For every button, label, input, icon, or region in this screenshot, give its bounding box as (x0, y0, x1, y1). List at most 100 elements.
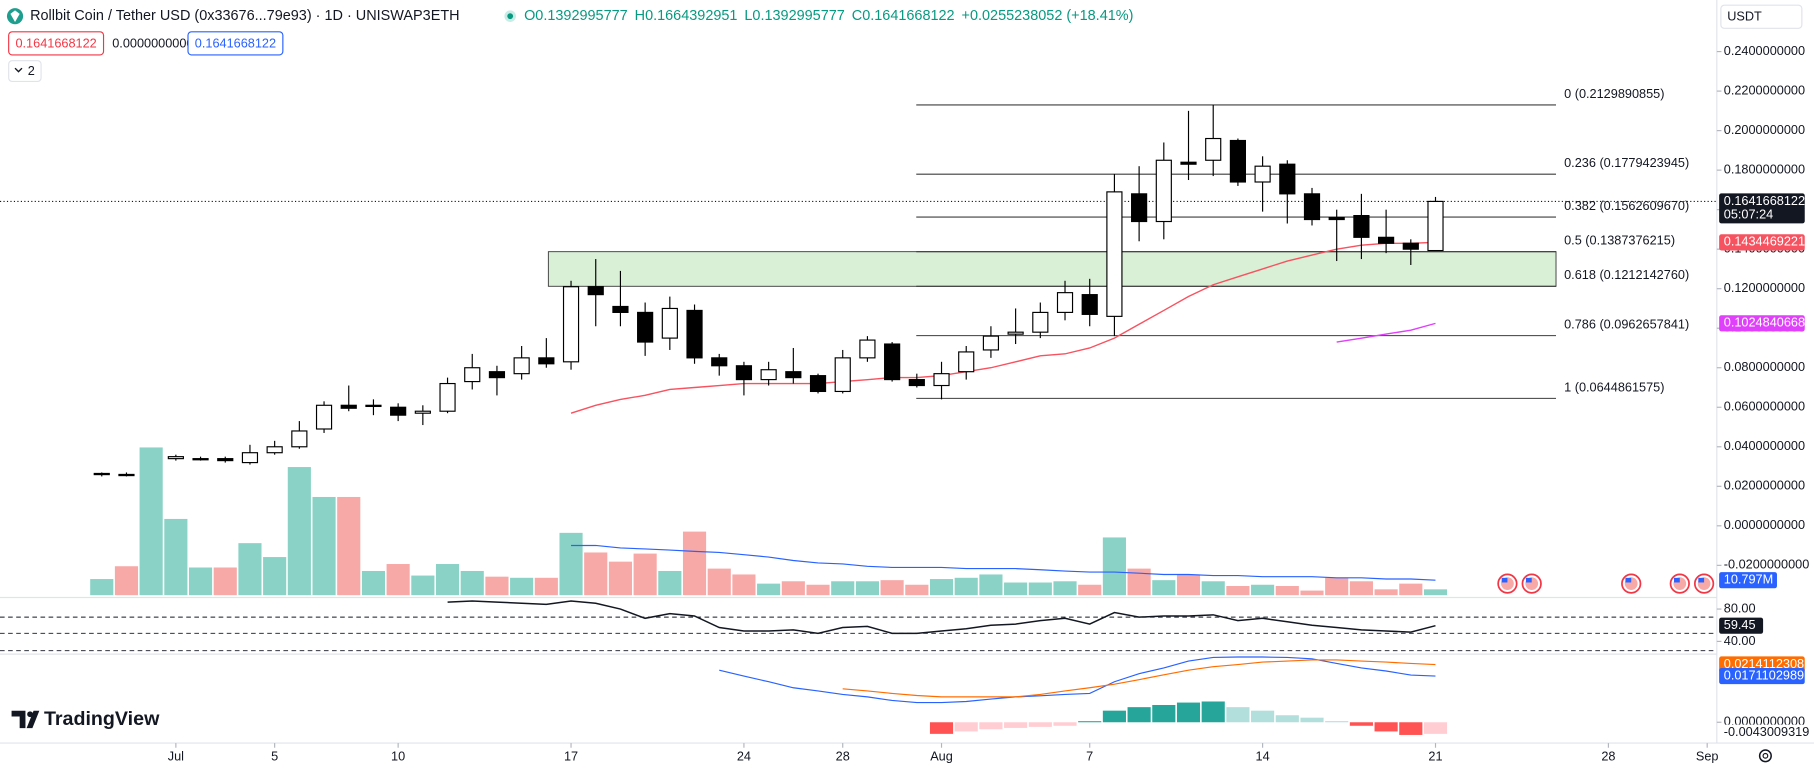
macd-tag-label: 0.0214112308 (1724, 656, 1804, 671)
brand-logo-dot (27, 711, 33, 718)
macd-histogram-bar (1251, 710, 1275, 723)
volume-bar (584, 552, 608, 596)
status-dot-core (507, 13, 514, 20)
ma-price-label: 0.1434469221 (1724, 234, 1805, 249)
y-tick-label: 0.1800000000 (1724, 161, 1805, 176)
macd-histogram-bar (1275, 715, 1299, 723)
y-tick-label: 0.0000000000 (1724, 517, 1805, 532)
ask-box[interactable] (187, 31, 284, 56)
volume-bar (707, 568, 731, 596)
currency-select[interactable] (1720, 4, 1803, 29)
macd-histogram-bar (1374, 722, 1398, 732)
candle-body (1279, 163, 1296, 195)
event-icon[interactable] (1521, 573, 1542, 594)
volume-bar (263, 557, 287, 596)
y-tick-label: 0.0200000000 (1724, 478, 1805, 493)
fib-label: 0.618 (0.1212142760) (1564, 267, 1689, 282)
ohlc-value: H0.1664392951 (635, 8, 738, 24)
symbol-logo-mark (10, 10, 20, 22)
candle-body (958, 351, 975, 373)
fib-zone (547, 251, 1557, 287)
volume-bar (510, 577, 534, 596)
event-icon[interactable] (1621, 573, 1642, 594)
event-icon[interactable] (1693, 573, 1715, 594)
fib-label: 1 (0.0644861575) (1564, 379, 1664, 394)
candle-body (192, 458, 209, 461)
candle-body (908, 379, 925, 387)
candle-body (1378, 236, 1395, 244)
macd-histogram-bar (1028, 722, 1052, 727)
candle-body (1131, 193, 1148, 223)
volume-bar (188, 567, 213, 596)
volume-bar (806, 584, 830, 596)
candle-body (1303, 193, 1321, 221)
volume-bar (1251, 584, 1275, 596)
volume-bar (164, 518, 188, 596)
volume-bar (90, 579, 114, 596)
ohlc-value: C0.1641668122 (852, 8, 955, 24)
candle-body (167, 456, 184, 460)
y-tick-label: 0.0800000000 (1724, 359, 1805, 374)
fib-label: 0.5 (0.1387376215) (1564, 233, 1675, 248)
volume-bar (139, 447, 163, 596)
volume-tag-label: 10.797M (1724, 572, 1773, 587)
candle-body (439, 382, 456, 412)
event-icon[interactable] (1497, 573, 1518, 594)
spread: 0.0000000000 (112, 35, 193, 50)
volume-bar (114, 566, 139, 596)
volume-bar (1325, 577, 1349, 596)
fib-label: 0.786 (0.0962657841) (1564, 317, 1689, 332)
candle-body (637, 311, 654, 343)
fib-label: 0.236 (0.1779423945) (1564, 155, 1689, 170)
x-tick-label: 5 (271, 748, 278, 763)
macd-histogram-bar (1226, 707, 1250, 723)
volume-bar (213, 567, 237, 596)
macd-histogram-bar (1004, 722, 1028, 728)
settings-icon[interactable] (1758, 749, 1772, 763)
candle-body (390, 406, 407, 416)
candle-body (1402, 242, 1419, 250)
candle-body (1254, 165, 1271, 183)
volume-bar (1399, 583, 1423, 596)
volume-bar (361, 570, 386, 596)
candle-body (661, 307, 678, 339)
x-tick-label: Jul (168, 748, 184, 763)
symbol-title[interactable]: Rollbit Coin / Tether USD (0x33676...79e… (30, 8, 460, 24)
y-tick-label: 0.1200000000 (1724, 280, 1805, 295)
macd-histogram-bar (1102, 710, 1126, 723)
candle-body (315, 404, 333, 430)
volume-bar (831, 581, 855, 596)
bid-box[interactable] (8, 31, 105, 56)
macd-tag (1719, 668, 1805, 685)
volume-bar (1201, 581, 1225, 596)
candle-body (785, 371, 802, 379)
moving-average (1336, 322, 1436, 343)
volume-bar (1004, 582, 1028, 596)
indicators-toggle[interactable] (8, 60, 42, 83)
candle-body (414, 410, 431, 414)
candle-body (884, 343, 901, 381)
volume-bar (608, 561, 633, 596)
volume-bar (1374, 589, 1398, 596)
x-tick-label: Sep (1696, 748, 1719, 763)
event-icon[interactable] (1669, 573, 1690, 594)
candle-body (464, 367, 481, 383)
plot-area: 0 (0.2129890855) 0.236 (0.1779423945) 0.38… (0, 86, 1814, 735)
macd-histogram-bar (1300, 717, 1324, 723)
macd-histogram-bar (929, 722, 954, 734)
macd-histogram-bar (1127, 707, 1151, 723)
axis-layer: 0.2400000000 0.2200000000 0.2000000000 0.18… (168, 43, 1810, 763)
candle-body (340, 404, 357, 409)
candle-body (118, 473, 135, 477)
bid-price: 0.1641668122 (15, 35, 96, 50)
candle-body (1229, 139, 1247, 183)
x-tick-label: 14 (1256, 748, 1270, 763)
macd-histogram-bar (1152, 704, 1176, 723)
price-axis (1716, 0, 1814, 772)
volume-bar (1300, 590, 1324, 596)
candle-body (562, 286, 580, 363)
candle-body (1056, 292, 1074, 313)
candle-body (266, 446, 283, 454)
volume-bar (682, 531, 707, 596)
x-tick-label: 28 (1601, 748, 1615, 763)
